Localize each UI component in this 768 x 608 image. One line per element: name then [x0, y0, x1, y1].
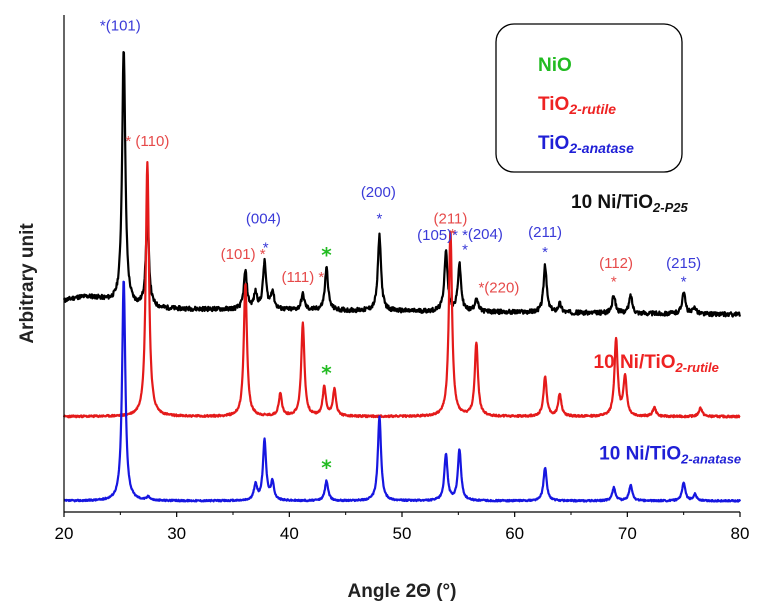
peak-annotation: *(220) — [478, 279, 519, 296]
peak-annotation: (112) — [599, 255, 633, 272]
series-line — [62, 161, 741, 419]
peak-annotation: * — [450, 226, 456, 243]
legend: NiO TiO2-rutile TiO2-anatase — [495, 23, 683, 173]
nio-marker: * — [321, 455, 332, 479]
peak-annotations: *(101)* (110)(101) *(004)*(111) *(200)*(… — [100, 18, 701, 297]
series-label: 10 Ni/TiO2-rutile — [594, 352, 719, 375]
peak-annotation: * — [542, 244, 548, 261]
peak-annotation: *(101) — [100, 18, 141, 35]
x-tick-label: 70 — [618, 524, 637, 543]
x-tick-label: 60 — [505, 524, 524, 543]
legend-entry: NiO — [538, 55, 572, 76]
peak-annotation: * — [263, 239, 269, 256]
series-line — [63, 280, 742, 503]
peak-annotation: (111) * — [281, 269, 324, 286]
peak-annotation: (105)* * — [417, 227, 468, 244]
series-line — [62, 51, 742, 318]
peak-annotation: (004) — [246, 211, 281, 228]
peak-annotation: (215) — [666, 255, 701, 272]
y-axis-title: Arbitrary unit — [17, 223, 38, 344]
legend-box — [495, 23, 683, 173]
peak-annotation: * — [462, 242, 468, 259]
series-label: 10 Ni/TiO2-anatase — [599, 444, 741, 467]
x-tick-label: 50 — [393, 524, 412, 543]
x-tick-label: 40 — [280, 524, 299, 543]
peak-annotation: (211) — [433, 211, 467, 228]
x-tick-label: 80 — [731, 524, 750, 543]
nio-marker: * — [321, 361, 332, 385]
series-layer — [62, 51, 742, 503]
x-ticks: 20 30 40 50 60 70 80 — [55, 512, 750, 543]
x-tick-label: 20 — [55, 524, 74, 543]
peak-annotation: (211) — [528, 224, 562, 241]
x-axis-title: Angle 2Θ (°) — [348, 581, 457, 602]
x-tick-label: 30 — [167, 524, 186, 543]
peak-annotation: (200) — [361, 184, 396, 201]
peak-annotation: * — [611, 274, 617, 291]
peak-annotation: (204) — [468, 226, 503, 243]
series-labels: 10 Ni/TiO2-P25 10 Ni/TiO2-rutile 10 Ni/TiO… — [571, 192, 741, 466]
peak-annotation: (101) * — [221, 246, 266, 263]
peak-annotation: * (110) — [125, 133, 169, 150]
peak-annotation: * — [377, 211, 383, 228]
nio-markers: * * * — [321, 243, 332, 479]
series-label: 10 Ni/TiO2-P25 — [571, 192, 688, 215]
legend-entry: TiO2-rutile — [538, 94, 616, 117]
legend-entry: TiO2-anatase — [538, 133, 634, 156]
peak-annotation: * — [681, 274, 687, 291]
nio-marker: * — [321, 243, 332, 267]
